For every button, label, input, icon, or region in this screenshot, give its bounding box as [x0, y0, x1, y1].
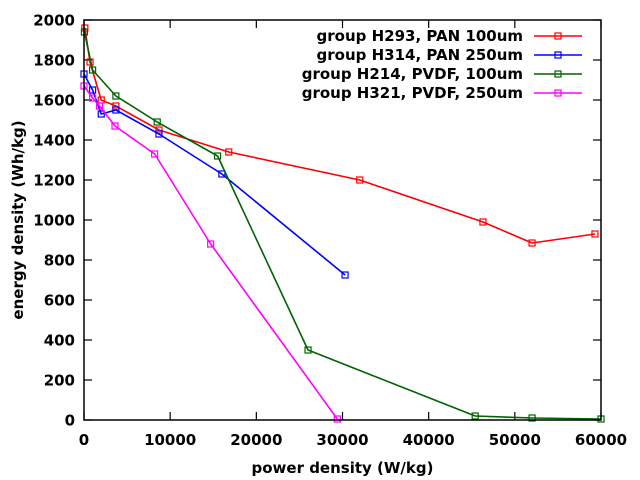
data-point [155, 126, 163, 134]
x-tick-label: 10000 [144, 431, 196, 449]
data-point [591, 230, 599, 238]
data-point [341, 271, 349, 279]
series-line-1 [84, 27, 596, 244]
y-tick-label: 1600 [33, 92, 75, 110]
data-point [89, 86, 97, 94]
series-line-3 [83, 31, 602, 420]
legend-marker [554, 70, 562, 78]
legend-marker [554, 89, 562, 97]
y-tick-label: 800 [44, 252, 75, 270]
data-point [218, 170, 226, 178]
data-point [155, 130, 163, 138]
data-point [333, 415, 341, 423]
data-point [89, 94, 97, 102]
legend-label: group H321, PVDF, 250um [302, 84, 523, 102]
x-axis-title: power density (W/kg) [252, 459, 434, 477]
y-tick-label: 0 [65, 412, 75, 430]
data-point [89, 66, 97, 74]
y-tick-label: 1000 [33, 212, 75, 230]
y-tick-label: 1400 [33, 132, 75, 150]
plot-frame [83, 19, 602, 421]
data-point [225, 148, 233, 156]
legend-label: group H214, PVDF, 100um [302, 65, 523, 83]
x-tick-label: 60000 [575, 431, 627, 449]
data-point [112, 92, 120, 100]
data-point [95, 102, 104, 110]
x-tick-label: 0 [79, 431, 89, 449]
data-point [112, 102, 120, 110]
data-point [97, 110, 105, 118]
data-point [356, 176, 364, 184]
data-point [153, 118, 161, 126]
data-point [81, 24, 89, 32]
data-point [111, 122, 119, 130]
x-tick-label: 40000 [403, 431, 455, 449]
data-point [528, 239, 536, 247]
y-tick-label: 1800 [33, 52, 75, 70]
legend-marker [554, 51, 562, 59]
ticks-layer: 0 10000 20000 30000 40000 50000 60000 0 200 400 60… [33, 12, 627, 450]
y-axis-title: energy density (Wh/kg) [9, 120, 27, 319]
series-line-2 [83, 73, 346, 276]
data-point [151, 150, 159, 158]
x-tick-label: 20000 [230, 431, 282, 449]
data-point [213, 152, 222, 160]
legend-label: group H314, PAN 250um [317, 46, 523, 64]
series-line-4 [83, 85, 338, 420]
data-point [528, 414, 536, 422]
data-point [304, 346, 312, 354]
y-tick-label: 200 [44, 372, 75, 390]
y-tick-label: 400 [44, 332, 75, 350]
legend-marker [554, 32, 562, 40]
data-point [471, 412, 479, 420]
y-tick-label: 600 [44, 292, 75, 310]
data-point [479, 218, 487, 226]
data-point [207, 240, 215, 248]
y-tick-label: 1200 [33, 172, 75, 190]
data-point [112, 106, 120, 114]
x-tick-label: 30000 [316, 431, 368, 449]
y-tick-label: 2000 [33, 12, 75, 30]
x-tick-label: 50000 [489, 431, 541, 449]
legend-label: group H293, PAN 100um [317, 27, 523, 45]
plot-layer [80, 24, 605, 423]
